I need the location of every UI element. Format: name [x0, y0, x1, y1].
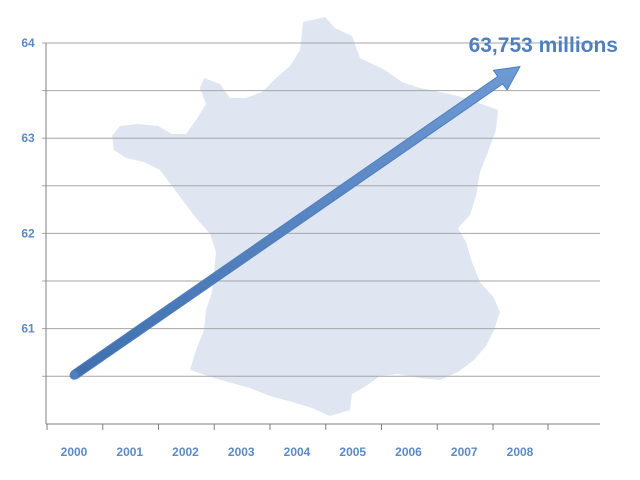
- trend-arrow: [70, 66, 521, 380]
- x-tick-label: 2006: [395, 445, 422, 459]
- y-tick-label: 64: [21, 36, 35, 50]
- y-tick-label: 61: [21, 322, 35, 336]
- x-tick-label: 2005: [339, 445, 366, 459]
- x-tick-label: 2000: [61, 445, 88, 459]
- y-tick-label: 62: [21, 226, 35, 240]
- series-start-point: [69, 370, 79, 380]
- series-layer: [69, 66, 521, 380]
- x-tick-label: 2002: [172, 445, 199, 459]
- x-tick-label: 2001: [116, 445, 143, 459]
- x-tick-label: 2008: [507, 445, 534, 459]
- x-axis-ticks: 2000 2001 2002 2003 2004 2005 2006 2007 2008: [46, 424, 549, 459]
- axes: [45, 43, 600, 425]
- y-tick-label: 63: [21, 131, 35, 145]
- population-annotation: 63,753 millions: [469, 34, 618, 57]
- x-tick-label: 2007: [451, 445, 478, 459]
- gridlines: [42, 42, 600, 377]
- y-axis-ticks: 61 62 63 64: [21, 36, 35, 336]
- x-tick-label: 2004: [284, 445, 311, 459]
- x-tick-label: 2003: [228, 445, 255, 459]
